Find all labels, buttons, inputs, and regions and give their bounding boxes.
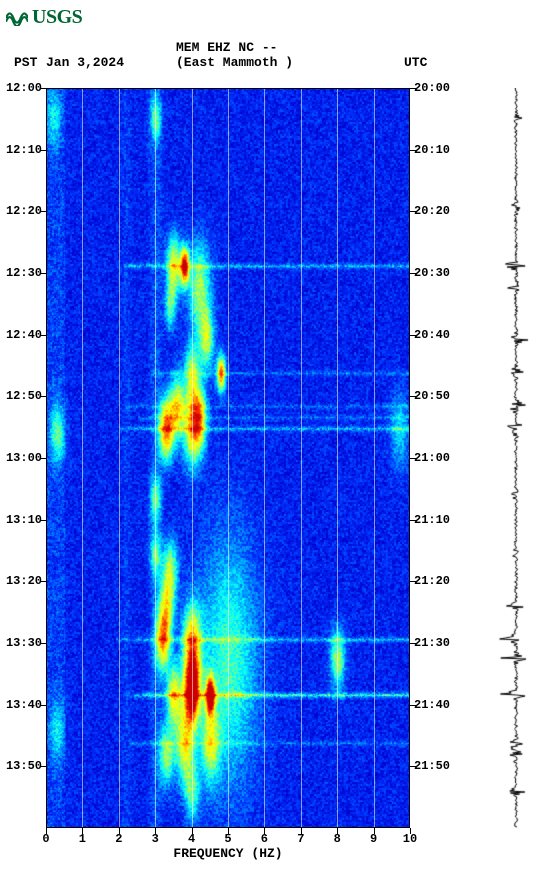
y-left-tick: 13:20	[2, 574, 42, 588]
gridline-v	[119, 88, 120, 828]
y-left-tick: 13:50	[2, 759, 42, 773]
tick-mark	[40, 88, 46, 89]
tick-mark	[40, 150, 46, 151]
tick-mark	[40, 458, 46, 459]
tz-left-label: PST	[14, 55, 37, 70]
gridline-v	[264, 88, 265, 828]
y-right-tick: 20:50	[414, 389, 460, 403]
station-line1: MEM EHZ NC --	[176, 40, 277, 55]
tick-mark	[46, 828, 47, 834]
station-line2: (East Mammoth )	[176, 55, 293, 70]
tick-mark	[40, 581, 46, 582]
tick-mark	[40, 273, 46, 274]
x-tick: 5	[213, 832, 243, 846]
y-left-tick: 12:50	[2, 389, 42, 403]
tick-mark	[301, 828, 302, 834]
tick-mark	[410, 828, 411, 834]
y-right-tick: 20:10	[414, 143, 460, 157]
gridline-v	[82, 88, 83, 828]
tick-mark	[410, 150, 416, 151]
tick-mark	[82, 828, 83, 834]
usgs-logo: USGS	[6, 6, 82, 29]
x-tick: 8	[322, 832, 352, 846]
y-left-tick: 12:30	[2, 266, 42, 280]
y-left-tick: 12:20	[2, 204, 42, 218]
tick-mark	[155, 828, 156, 834]
tick-mark	[40, 211, 46, 212]
tick-mark	[410, 273, 416, 274]
tz-right-label: UTC	[404, 55, 427, 70]
y-left-tick: 13:30	[2, 636, 42, 650]
tick-mark	[228, 828, 229, 834]
tick-mark	[40, 766, 46, 767]
tick-mark	[410, 520, 416, 521]
seismogram-canvas	[494, 88, 538, 828]
tick-mark	[410, 766, 416, 767]
x-tick: 10	[395, 832, 425, 846]
gridline-v	[301, 88, 302, 828]
gridline-v	[374, 88, 375, 828]
tick-mark	[264, 828, 265, 834]
seismogram-trace	[494, 88, 538, 828]
tick-mark	[410, 643, 416, 644]
y-right-tick: 21:30	[414, 636, 460, 650]
x-tick: 0	[31, 832, 61, 846]
gridline-v	[337, 88, 338, 828]
tick-mark	[410, 88, 416, 89]
y-right-tick: 21:20	[414, 574, 460, 588]
gridline-v	[228, 88, 229, 828]
tick-mark	[410, 705, 416, 706]
y-left-tick: 12:10	[2, 143, 42, 157]
tick-mark	[410, 458, 416, 459]
x-tick: 4	[177, 832, 207, 846]
y-right-tick: 20:40	[414, 328, 460, 342]
tick-mark	[40, 643, 46, 644]
tick-mark	[40, 335, 46, 336]
x-tick: 6	[249, 832, 279, 846]
tick-mark	[40, 396, 46, 397]
x-tick: 7	[286, 832, 316, 846]
y-left-tick: 12:00	[2, 81, 42, 95]
gridline-v	[192, 88, 193, 828]
y-right-tick: 21:40	[414, 698, 460, 712]
gridline-v	[155, 88, 156, 828]
x-tick: 1	[67, 832, 97, 846]
y-left-tick: 13:40	[2, 698, 42, 712]
y-right-tick: 20:20	[414, 204, 460, 218]
x-tick: 2	[104, 832, 134, 846]
y-right-tick: 20:30	[414, 266, 460, 280]
x-axis-label: FREQUENCY (HZ)	[46, 846, 410, 861]
tick-mark	[40, 705, 46, 706]
wave-icon	[6, 10, 28, 26]
tick-mark	[337, 828, 338, 834]
tick-mark	[40, 520, 46, 521]
date-label: Jan 3,2024	[46, 55, 124, 70]
tick-mark	[192, 828, 193, 834]
tick-mark	[410, 581, 416, 582]
y-right-tick: 21:50	[414, 759, 460, 773]
y-left-tick: 13:00	[2, 451, 42, 465]
tick-mark	[410, 211, 416, 212]
tick-mark	[410, 335, 416, 336]
y-left-tick: 13:10	[2, 513, 42, 527]
spectrogram-plot	[46, 88, 410, 828]
logo-text: USGS	[32, 6, 82, 29]
y-right-tick: 20:00	[414, 81, 460, 95]
y-right-tick: 21:10	[414, 513, 460, 527]
tick-mark	[374, 828, 375, 834]
x-tick: 9	[359, 832, 389, 846]
tick-mark	[119, 828, 120, 834]
y-left-tick: 12:40	[2, 328, 42, 342]
x-tick: 3	[140, 832, 170, 846]
tick-mark	[410, 396, 416, 397]
y-right-tick: 21:00	[414, 451, 460, 465]
